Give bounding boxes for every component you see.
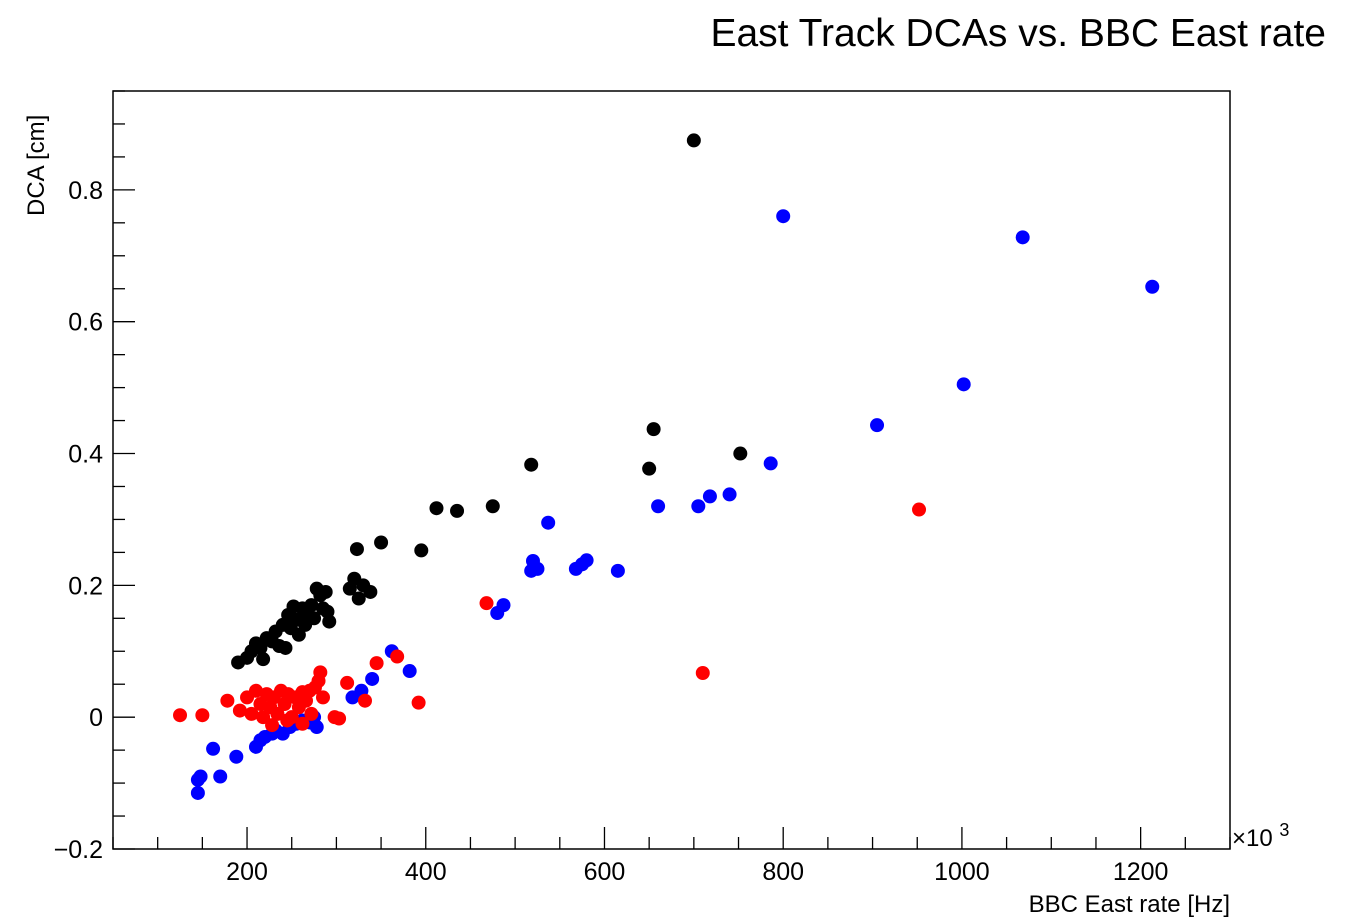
y-tick-label: −0.2 <box>54 836 103 864</box>
data-point <box>912 502 927 517</box>
data-point <box>646 422 661 437</box>
data-point <box>365 671 380 686</box>
plot-frame <box>112 90 1231 850</box>
data-point <box>956 377 971 392</box>
y-axis-ticks: −0.2 0 0.2 0.4 0.6 0.8 <box>54 90 135 864</box>
data-point <box>776 209 791 224</box>
data-point <box>256 652 271 667</box>
data-point <box>318 584 333 599</box>
data-point <box>524 457 539 472</box>
data-point <box>232 703 247 718</box>
data-points <box>173 133 1160 800</box>
data-point <box>322 614 337 629</box>
x-tick-label: 400 <box>405 858 447 886</box>
data-point <box>651 499 666 514</box>
data-point <box>686 133 701 148</box>
y-tick-label: 0.4 <box>68 441 103 469</box>
data-point <box>541 515 556 530</box>
x-axis-multiplier: ×10 3 <box>1232 820 1289 852</box>
data-point <box>479 596 494 611</box>
data-point <box>702 489 717 504</box>
data-point <box>870 418 885 433</box>
data-point <box>332 711 347 726</box>
data-point <box>374 535 389 550</box>
data-point <box>340 675 355 690</box>
x-tick-label: 1000 <box>934 858 990 886</box>
data-point <box>280 713 295 728</box>
data-point <box>691 499 706 514</box>
y-tick-label: 0 <box>89 704 103 732</box>
data-point <box>485 499 500 514</box>
x-axis-multiplier-exponent: 3 <box>1279 820 1289 840</box>
chart-title: East Track DCAs vs. BBC East rate <box>710 12 1326 55</box>
data-point <box>763 456 778 471</box>
data-point <box>722 487 737 502</box>
x-tick-label: 1200 <box>1113 858 1169 886</box>
x-axis-ticks: 200 400 600 800 1000 1200 <box>112 827 1231 886</box>
data-point <box>390 649 405 664</box>
data-point <box>642 461 657 476</box>
x-tick-label: 800 <box>762 858 804 886</box>
x-tick-label: 600 <box>584 858 626 886</box>
data-point <box>357 693 372 708</box>
data-point <box>190 785 205 800</box>
x-axis-title: BBC East rate [Hz] <box>1029 891 1230 918</box>
data-point <box>315 690 330 705</box>
data-point <box>304 598 319 613</box>
data-point <box>414 543 429 558</box>
data-point <box>496 598 511 613</box>
data-point <box>248 683 263 698</box>
y-tick-label: 0.2 <box>68 572 103 600</box>
data-point <box>369 656 384 671</box>
data-point <box>229 749 244 764</box>
y-axis-title: DCA [cm] <box>23 115 50 216</box>
data-point <box>429 501 444 516</box>
data-point <box>309 720 324 735</box>
data-point <box>193 769 208 784</box>
x-tick-label: 200 <box>226 858 268 886</box>
data-point <box>349 542 364 557</box>
data-point <box>213 769 228 784</box>
data-point <box>450 503 465 518</box>
data-point <box>295 716 310 731</box>
data-point <box>206 741 221 756</box>
data-point <box>610 563 625 578</box>
data-point <box>695 666 710 681</box>
data-point <box>220 693 235 708</box>
data-point <box>579 553 594 568</box>
y-tick-label: 0.6 <box>68 309 103 337</box>
y-tick-label: 0.8 <box>68 177 103 205</box>
x-axis-multiplier-base: ×10 <box>1232 825 1273 852</box>
data-point <box>195 708 210 723</box>
data-point <box>1015 230 1030 245</box>
data-point <box>402 664 417 679</box>
data-point <box>530 561 545 576</box>
data-point <box>307 611 322 626</box>
data-point <box>1145 279 1160 294</box>
data-point <box>278 640 293 655</box>
data-point <box>351 591 366 606</box>
data-point <box>244 706 259 721</box>
data-point <box>313 665 328 680</box>
data-point <box>173 708 188 723</box>
data-point <box>733 446 748 461</box>
data-point <box>411 695 426 710</box>
data-point <box>363 584 378 599</box>
data-point <box>304 706 319 721</box>
data-point <box>270 706 285 721</box>
data-point <box>265 718 280 733</box>
